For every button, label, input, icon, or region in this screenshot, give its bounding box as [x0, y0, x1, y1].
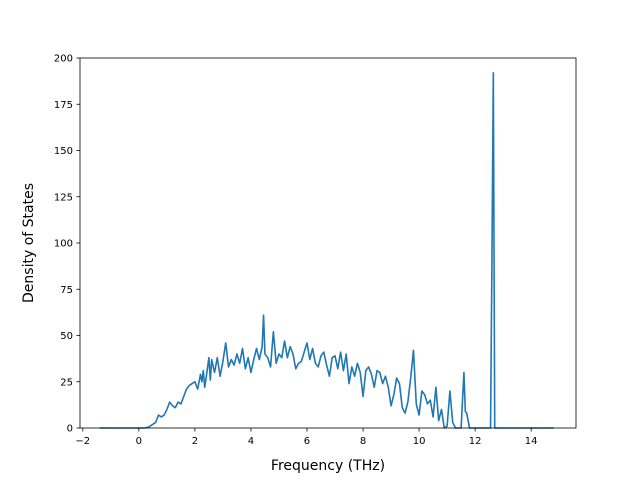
dos-series-line — [99, 72, 554, 429]
y-tick-label: 200 — [54, 54, 73, 65]
x-tick-label: 4 — [248, 436, 254, 447]
x-tick-label: 2 — [192, 436, 198, 447]
y-axis: 0 25 50 75 100 125 150 175 200 — [54, 54, 80, 435]
x-tick-label: 10 — [413, 436, 426, 447]
y-tick-label: 150 — [54, 146, 73, 157]
x-tick-label: 6 — [304, 436, 310, 447]
y-tick-label: 125 — [54, 192, 73, 203]
y-tick-label: 75 — [60, 285, 73, 296]
y-tick-label: 50 — [60, 331, 73, 342]
x-tick-label: −2 — [75, 436, 90, 447]
y-tick-label: 25 — [60, 377, 73, 388]
x-tick-label: 14 — [525, 436, 538, 447]
y-axis-label: Density of States — [21, 183, 37, 303]
y-tick-label: 175 — [54, 100, 73, 111]
x-tick-label: 12 — [469, 436, 482, 447]
plot-content — [99, 72, 554, 429]
x-axis-label: Frequency (THz) — [271, 458, 385, 474]
y-tick-label: 0 — [67, 424, 73, 435]
x-tick-label: 0 — [136, 436, 142, 447]
x-axis: −2 0 2 4 6 8 10 12 14 — [75, 428, 538, 447]
x-tick-label: 8 — [360, 436, 366, 447]
y-tick-label: 100 — [54, 239, 73, 250]
